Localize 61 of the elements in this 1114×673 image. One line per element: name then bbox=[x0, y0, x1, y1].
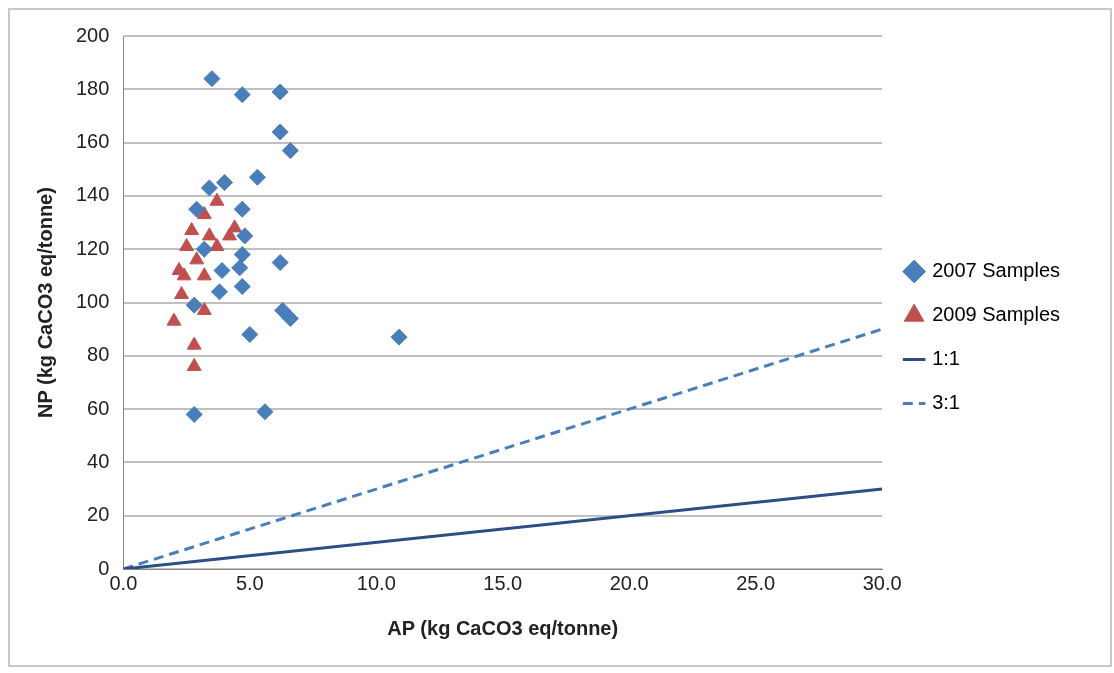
point bbox=[390, 328, 408, 346]
y-tick-label: 40 bbox=[87, 449, 110, 472]
point bbox=[185, 405, 203, 423]
x-tick-label: 5.0 bbox=[235, 571, 264, 594]
point bbox=[179, 238, 195, 252]
point bbox=[186, 336, 202, 350]
x-tick-label: 30.0 bbox=[862, 571, 902, 594]
point bbox=[233, 246, 251, 264]
point bbox=[216, 174, 234, 192]
point bbox=[195, 240, 213, 258]
point bbox=[271, 254, 289, 272]
point bbox=[256, 403, 274, 421]
legend-label: 2009 Samples bbox=[932, 303, 1061, 326]
point bbox=[200, 179, 218, 197]
point bbox=[231, 259, 249, 277]
y-tick-label: 20 bbox=[87, 503, 110, 526]
y-tick-label: 100 bbox=[75, 290, 110, 313]
point bbox=[271, 83, 289, 101]
point bbox=[236, 227, 254, 245]
x-tick-label: 20.0 bbox=[609, 571, 649, 594]
point bbox=[227, 219, 243, 233]
x-tick-label: 0.0 bbox=[109, 571, 138, 594]
x-tick-label: 25.0 bbox=[736, 571, 776, 594]
point bbox=[185, 296, 203, 314]
legend-label: 3:1 bbox=[932, 391, 960, 414]
x-axis-title: AP (kg CaCO3 eq/tonne) bbox=[387, 616, 619, 639]
y-tick-label: 200 bbox=[75, 23, 110, 46]
y-tick-label: 180 bbox=[75, 76, 110, 99]
y-tick-label: 60 bbox=[87, 396, 110, 419]
point bbox=[213, 262, 231, 280]
y-tick-label: 160 bbox=[75, 130, 110, 153]
point bbox=[174, 286, 189, 300]
point bbox=[196, 267, 212, 281]
x-tick-label: 10.0 bbox=[356, 571, 396, 594]
x-tick-label: 15.0 bbox=[483, 571, 523, 594]
point bbox=[233, 200, 251, 218]
point bbox=[201, 227, 217, 241]
point bbox=[184, 222, 200, 236]
point bbox=[186, 357, 202, 371]
y-tick-label: 0 bbox=[98, 556, 110, 579]
point bbox=[281, 309, 299, 327]
point bbox=[209, 238, 225, 252]
point bbox=[241, 325, 259, 343]
y-tick-label: 140 bbox=[75, 183, 110, 206]
point bbox=[203, 70, 221, 88]
point bbox=[166, 312, 182, 326]
point bbox=[281, 142, 299, 160]
y-tick-label: 120 bbox=[75, 236, 110, 259]
legend-label: 1:1 bbox=[932, 347, 960, 370]
point bbox=[271, 123, 289, 141]
point bbox=[248, 168, 266, 186]
legend-label: 2007 Samples bbox=[932, 259, 1061, 282]
point bbox=[233, 278, 251, 296]
y-tick-label: 80 bbox=[87, 343, 110, 366]
point bbox=[233, 86, 251, 104]
point bbox=[189, 251, 205, 265]
y-axis-title: NP (kg CaCO3 eq/tonne) bbox=[33, 187, 56, 418]
point bbox=[188, 200, 206, 218]
point bbox=[196, 302, 212, 315]
point bbox=[210, 283, 228, 301]
point bbox=[209, 192, 225, 206]
